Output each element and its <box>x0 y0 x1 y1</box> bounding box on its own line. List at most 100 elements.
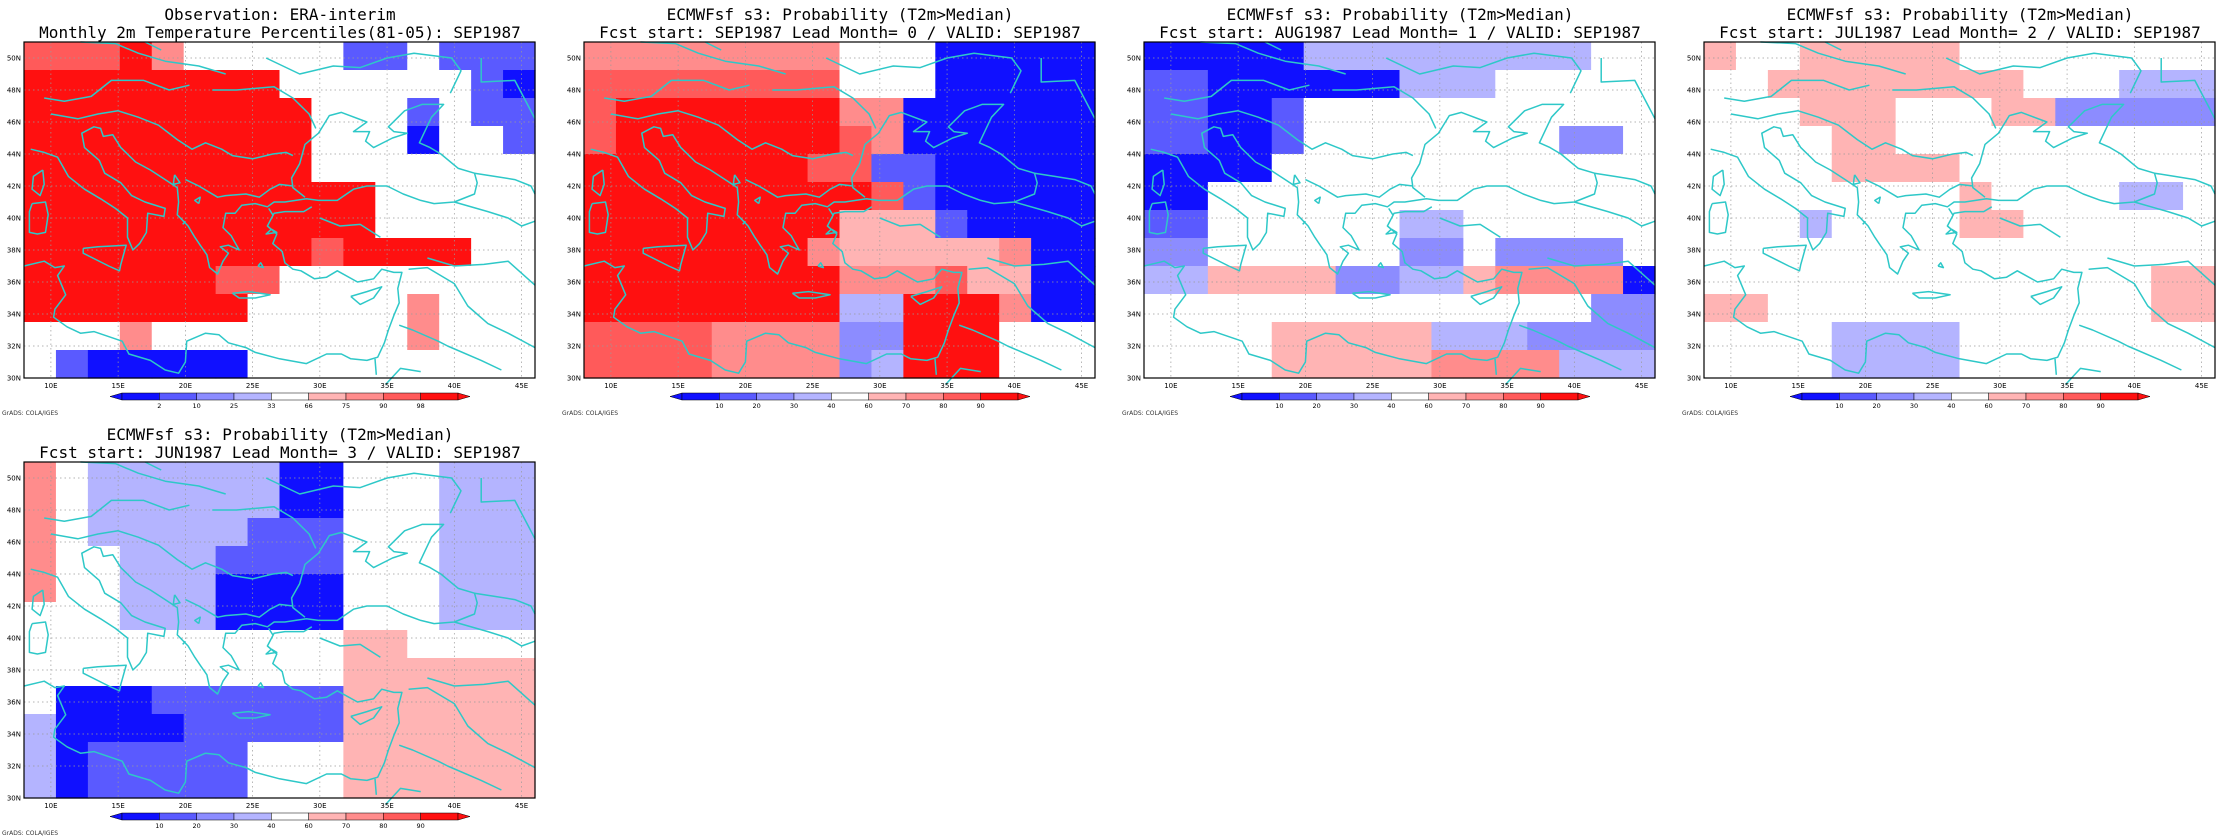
grid-cell <box>1431 238 1464 267</box>
colorbar-segment <box>1951 392 1989 401</box>
panel-title-line1: ECMWFsf s3: Probability (T2m>Median) <box>1226 5 1574 24</box>
grid-cell <box>1144 266 1177 295</box>
grid-cell <box>503 238 536 267</box>
grid-cell <box>151 154 185 183</box>
colorbar-tick-label: 10 <box>715 402 723 410</box>
grid-cell <box>1591 294 1624 323</box>
colorbar-segment <box>233 812 272 821</box>
grid-cell <box>503 154 536 183</box>
grid-cell <box>1367 266 1401 295</box>
colorbar-arrow-left <box>109 812 123 821</box>
colorbar-segment <box>681 392 720 401</box>
grid-cell <box>1144 70 1177 99</box>
coastline <box>828 207 834 216</box>
grid-cell <box>679 350 713 379</box>
lon-tick-label: 30E <box>313 382 326 390</box>
grid-cell <box>343 770 376 799</box>
lat-tick-label: 50N <box>1127 55 1141 63</box>
grid-cell <box>967 238 1000 267</box>
cell-layer <box>1144 42 1656 379</box>
grid-cell <box>1399 322 1433 351</box>
grid-cell <box>439 546 472 575</box>
grid-cell <box>999 238 1032 267</box>
grid-cell <box>1063 70 1096 99</box>
grid-cell <box>2119 70 2152 99</box>
grid-cell <box>1303 294 1337 323</box>
grid-cell <box>935 182 968 211</box>
grid-cell <box>503 42 536 71</box>
grid-cell <box>1495 350 1528 379</box>
grid-cell <box>1031 70 1064 99</box>
lon-tick-label: 35E <box>1500 382 1513 390</box>
grid-cell <box>647 266 681 295</box>
grid-cell <box>1303 210 1337 239</box>
lat-tick-label: 34N <box>1687 311 1701 319</box>
grid-cell <box>1991 294 2024 323</box>
grid-cell <box>2023 126 2056 155</box>
grid-cell <box>1303 126 1337 155</box>
coastline <box>265 648 278 655</box>
cell-layer <box>24 42 536 379</box>
grid-cell <box>1239 182 1273 211</box>
grid-cell <box>1144 294 1177 323</box>
coastline <box>588 201 609 235</box>
lon-tick-label: 10E <box>1724 382 1737 390</box>
grid-cell <box>2151 322 2184 351</box>
colorbar: 2 10 25 33 66 75 90 98 <box>109 392 471 410</box>
grid-cell <box>471 518 504 547</box>
grid-cell <box>1799 126 1833 155</box>
grid-cell <box>151 462 185 491</box>
map-frame <box>583 41 1096 379</box>
grid-cell <box>1175 154 1209 183</box>
grid-cell <box>1767 42 1801 71</box>
grid-cell <box>1863 70 1897 99</box>
colorbar-segment <box>1316 392 1355 401</box>
coastline <box>172 174 181 186</box>
lat-tick-label: 46N <box>7 119 21 127</box>
grid-cell <box>215 574 249 603</box>
grid-cell <box>407 210 440 239</box>
grid-cell <box>1559 294 1592 323</box>
grid-cell <box>1895 266 1929 295</box>
coastline <box>1164 79 1310 102</box>
grid-cell <box>903 70 936 99</box>
coastline <box>1505 367 1541 385</box>
colorbar-segment <box>383 812 421 821</box>
grid-cell <box>1623 154 1656 183</box>
colorbar: 10 20 30 40 60 70 80 90 <box>1229 392 1591 410</box>
coastline <box>2030 286 2063 306</box>
grid-cell <box>2023 70 2056 99</box>
grid-cell <box>183 490 217 519</box>
lat-tick-label: 36N <box>1687 279 1701 287</box>
colorbar-tick-label: 60 <box>1985 402 1993 410</box>
grid-cell <box>967 294 1000 323</box>
grid-cell <box>1335 70 1369 99</box>
grid-cell <box>1559 238 1592 267</box>
grid-cell <box>2087 238 2120 267</box>
coastline <box>2154 172 2216 195</box>
lat-tick-label: 34N <box>7 731 21 739</box>
grid-cell <box>1463 294 1496 323</box>
grid-cell <box>2151 294 2184 323</box>
map-frame <box>1703 41 2216 379</box>
grid-cell <box>1063 238 1096 267</box>
grid-cell <box>1863 294 1897 323</box>
grid-cell <box>1367 210 1401 239</box>
coastline <box>1711 169 1725 197</box>
coastline <box>385 787 421 805</box>
coastline <box>1703 206 2083 374</box>
colorbar-segment <box>420 392 459 401</box>
lat-tick-label: 38N <box>1687 247 1701 255</box>
grid-cell <box>1175 350 1209 379</box>
grid-cell <box>343 602 376 631</box>
grid-cell <box>1527 238 1560 267</box>
colorbar-segment <box>196 392 235 401</box>
grid-cell <box>1735 70 1769 99</box>
grid-cell <box>871 266 904 295</box>
grid-cell <box>1271 238 1305 267</box>
grid-cell <box>55 574 89 603</box>
lat-tick-label: 36N <box>7 699 21 707</box>
grid-cell <box>2087 294 2120 323</box>
grid-cell <box>839 70 873 99</box>
grid-cell <box>1527 70 1560 99</box>
